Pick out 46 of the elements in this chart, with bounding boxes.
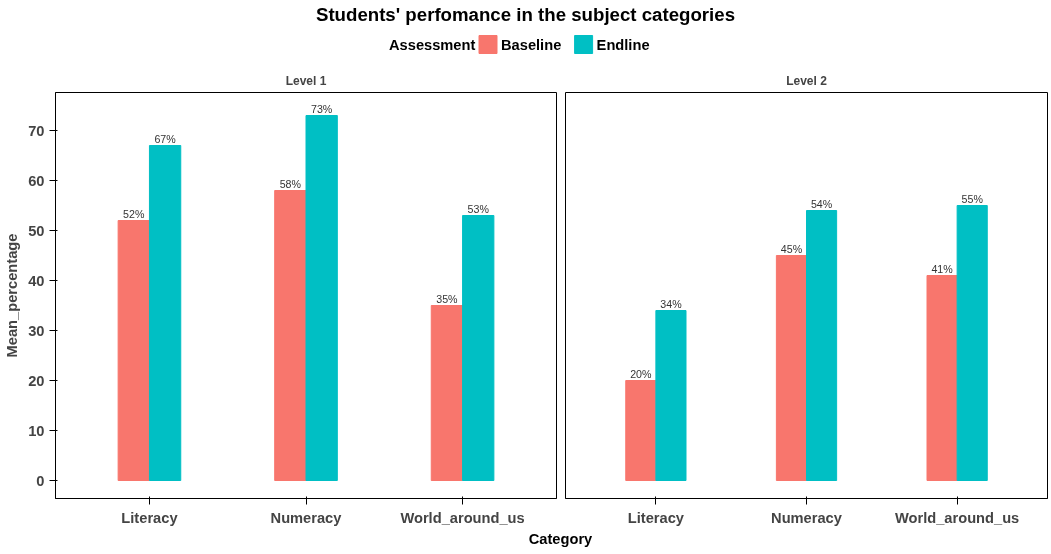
y-tick-label: 70 (28, 122, 45, 139)
bar (806, 210, 838, 481)
data-label: 52% (123, 207, 145, 220)
bar (430, 305, 464, 481)
data-label: 67% (154, 132, 177, 145)
x-tick-label: World_around_us (894, 509, 1020, 526)
legend-label: Endline (596, 36, 650, 53)
y-tick-label: 20 (28, 372, 45, 389)
y-tick-label: 40 (28, 272, 45, 289)
bar (926, 275, 958, 481)
data-label: 54% (810, 197, 833, 210)
x-tick-label: Literacy (121, 509, 179, 526)
data-label: 53% (467, 202, 490, 215)
bar (956, 205, 988, 481)
data-label: 45% (780, 242, 803, 255)
bar (775, 255, 807, 481)
x-tick-label: World_around_us (400, 509, 525, 526)
bar (655, 310, 687, 481)
bar (274, 190, 307, 481)
data-label: 35% (436, 292, 459, 305)
data-label: 73% (310, 102, 333, 115)
data-label: 55% (961, 192, 984, 205)
data-label: 34% (660, 297, 683, 310)
legend-title: Assessment (389, 36, 476, 53)
x-tick-label: Literacy (627, 509, 685, 526)
y-tick-label: 10 (28, 422, 45, 439)
y-axis-title: Mean_percentage (4, 233, 21, 358)
y-tick-label: 30 (28, 322, 45, 339)
y-tick-label: 0 (36, 472, 45, 489)
legend-label: Baseline (501, 36, 562, 53)
bar (148, 145, 182, 481)
chart-title: Students' perfomance in the subject categories (315, 4, 736, 25)
x-tick-label: Numeracy (771, 509, 843, 526)
bar (625, 380, 657, 481)
chart-subtitle: Level 2 (786, 73, 828, 88)
data-label: 20% (630, 367, 652, 380)
y-tick-label: 50 (28, 222, 45, 239)
data-label: 41% (931, 262, 954, 275)
y-tick-label: 60 (28, 172, 45, 189)
bar (462, 215, 495, 481)
chart-subtitle: Level 1 (285, 73, 327, 88)
x-axis-title: Category (528, 530, 594, 547)
data-label: 58% (279, 177, 302, 190)
x-tick-label: Numeracy (270, 509, 343, 526)
bar (305, 115, 338, 481)
bar (117, 220, 150, 481)
